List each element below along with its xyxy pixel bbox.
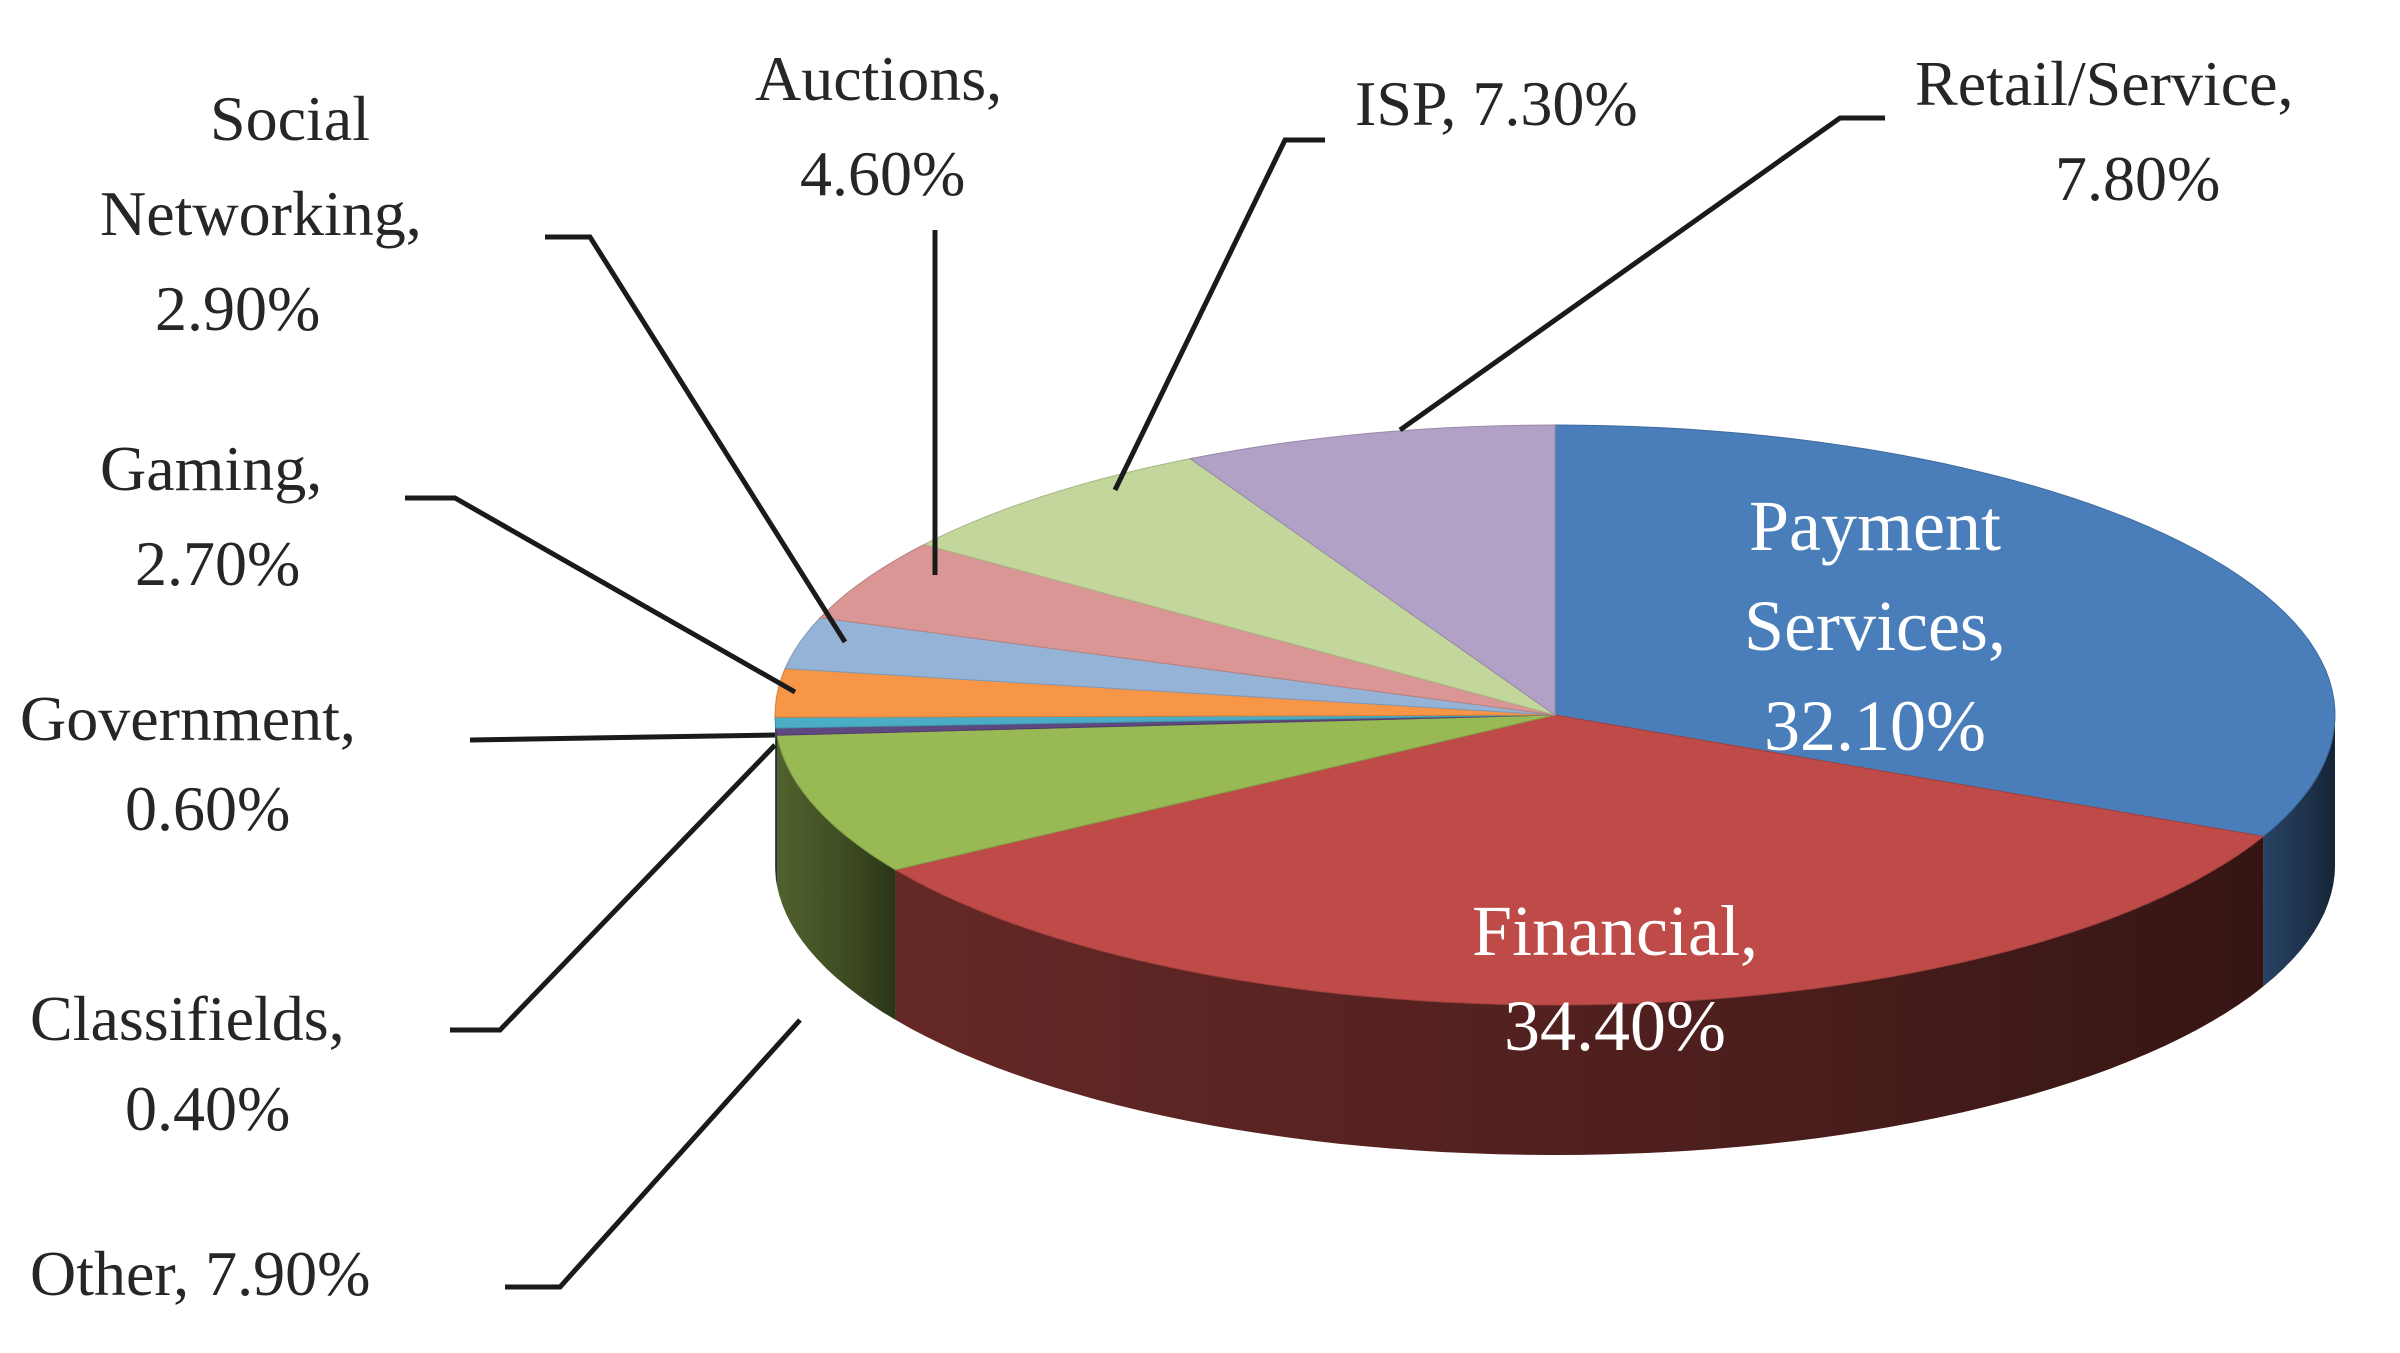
slice-5 <box>774 668 1556 718</box>
pie-side-walls <box>775 715 2335 1155</box>
slice-label-6-b: Networking, <box>100 178 422 249</box>
slice-label-6-a: Social <box>210 83 370 154</box>
leader-line-8 <box>1112 137 1325 492</box>
slice-side-shade-4 <box>775 717 776 879</box>
slice-value-3: 0.40% <box>125 1073 290 1144</box>
slice-label-3: Classifields, <box>30 983 345 1054</box>
slice-0 <box>1554 424 2336 837</box>
leader-line-3 <box>450 743 777 1033</box>
leader-lines <box>405 115 1885 1290</box>
slice-value-4: 0.60% <box>125 773 290 844</box>
slice-label-0-a: Payment <box>1749 486 2001 566</box>
slice-label-2: Other, 7.90% <box>30 1238 370 1309</box>
slice-value-5: 2.70% <box>135 528 300 599</box>
slice-9 <box>1188 424 1556 716</box>
slice-2 <box>776 714 1556 871</box>
slice-1 <box>894 714 2265 1006</box>
slice-value-9: 7.80% <box>2055 143 2220 214</box>
leader-line-5 <box>405 495 797 695</box>
pie-top-faces <box>774 424 2336 1006</box>
data-labels: Payment Services, 32.10% Financial, 34.40% Ot… <box>20 43 2294 1309</box>
slice-8 <box>922 458 1556 716</box>
leader-line-2 <box>505 1018 802 1290</box>
slice-side-shade-3 <box>775 728 777 886</box>
leader-line-4 <box>469 732 776 743</box>
slice-label-9: Retail/Service, <box>1915 48 2294 119</box>
slice-6 <box>784 617 1556 716</box>
slice-value-0: 32.10% <box>1764 686 1986 766</box>
slice-value-6: 2.90% <box>155 273 320 344</box>
slice-label-7: Auctions, <box>755 43 1002 114</box>
slice-label-0-b: Services, <box>1744 586 2006 666</box>
slice-value-7: 4.60% <box>800 138 965 209</box>
slice-label-4: Government, <box>20 683 356 754</box>
slice-value-1: 34.40% <box>1504 986 1726 1066</box>
slice-label-5: Gaming, <box>100 433 322 504</box>
leader-line-6 <box>545 234 848 644</box>
slice-side-shade-2 <box>776 735 896 1020</box>
leader-line-9 <box>1398 115 1885 433</box>
slice-side-shade-0 <box>2263 715 2335 987</box>
slice-side-shade-1 <box>895 836 2264 1155</box>
slice-label-1: Financial, <box>1472 891 1758 971</box>
slice-label-8: ISP, 7.30% <box>1355 68 1638 139</box>
